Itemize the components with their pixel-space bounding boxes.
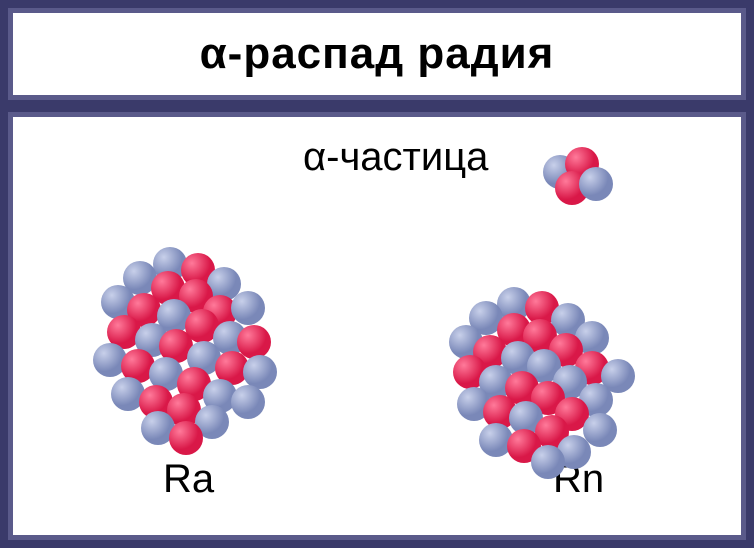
neutron: [231, 385, 265, 419]
neutron: [531, 445, 565, 479]
title-panel: α-распад радия: [8, 8, 746, 100]
proton: [169, 421, 203, 455]
neutron: [231, 291, 265, 325]
page-title: α-распад радия: [200, 29, 555, 79]
neutron: [243, 355, 277, 389]
diagram-panel: α-частицаRaRn: [8, 112, 746, 540]
neutron: [579, 167, 613, 201]
label-alpha-particle: α-частица: [303, 135, 488, 180]
label-ra: Ra: [163, 457, 214, 502]
